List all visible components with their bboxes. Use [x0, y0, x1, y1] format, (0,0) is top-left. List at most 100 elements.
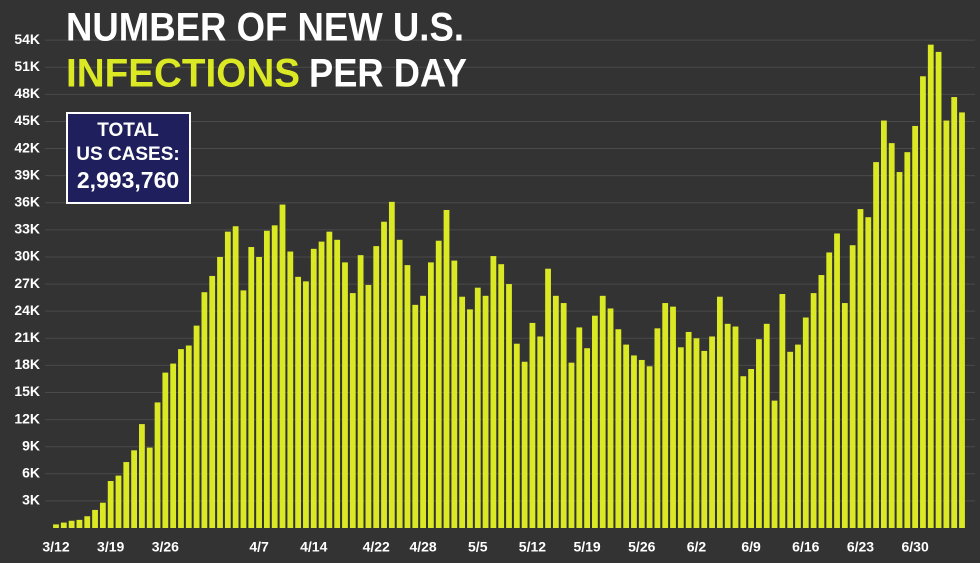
labels: 3K 6K 9K 12K 15K 18K 21K 24K 27K 30K 33K 36K 39K 42K 4…: [14, 31, 929, 555]
y-tick-label: 48K: [14, 85, 40, 101]
y-tick-label: 42K: [14, 139, 40, 155]
bar: [802, 317, 809, 528]
bar: [498, 264, 505, 528]
chart-title-highlight: INFECTIONS: [66, 52, 300, 96]
bar: [170, 363, 177, 528]
x-tick-label: 6/2: [687, 539, 707, 555]
y-tick-label: 30K: [14, 248, 40, 264]
bar: [357, 255, 364, 528]
y-tick-label: 12K: [14, 410, 40, 426]
bar: [381, 221, 387, 529]
y-tick-label: 18K: [14, 356, 40, 372]
bar: [420, 295, 426, 528]
bar: [670, 306, 676, 528]
bar: [232, 226, 239, 528]
bar: [716, 296, 723, 528]
y-tick-label: 24K: [14, 302, 40, 318]
bar: [904, 152, 911, 528]
chart-title: PER DAY: [309, 52, 467, 96]
bar: [310, 248, 317, 529]
bar: [826, 252, 833, 528]
bar: [849, 245, 856, 528]
bar: [279, 204, 286, 528]
bar: [303, 281, 309, 528]
annotation-value: 2,993,760: [77, 167, 179, 193]
bar: [880, 120, 887, 528]
y-tick-label: 51K: [14, 58, 40, 74]
bar: [178, 349, 184, 528]
bar: [615, 329, 622, 528]
bar: [139, 424, 145, 528]
bar: [490, 256, 497, 528]
bar: [248, 247, 255, 528]
bar: [732, 326, 739, 528]
bar: [443, 209, 450, 528]
bar: [115, 475, 122, 528]
bar: [795, 344, 801, 528]
bar: [607, 308, 614, 528]
annotation-box: [66, 112, 191, 204]
bar: [623, 344, 630, 528]
bar: [217, 256, 223, 528]
bar: [865, 217, 872, 528]
bar: [53, 524, 59, 528]
annotation: TOTAL: [97, 120, 159, 141]
bar: [342, 262, 348, 528]
x-tick-label: 5/26: [628, 539, 655, 555]
bar: [154, 402, 161, 528]
bar: [412, 304, 419, 528]
y-tick-label: 27K: [14, 275, 40, 291]
bar: [677, 347, 684, 528]
x-tick-label: 3/19: [97, 539, 124, 555]
y-tick-label: 39K: [14, 166, 40, 182]
bar: [896, 172, 903, 528]
x-tick-label: 4/14: [300, 539, 327, 555]
bar: [506, 284, 512, 528]
y-tick-label: 33K: [14, 221, 40, 237]
bar: [209, 275, 216, 528]
bar: [779, 294, 786, 528]
y-tick-label: 45K: [14, 112, 40, 128]
x-tick-label: 4/7: [249, 539, 269, 555]
x-tick-label: 5/12: [519, 539, 546, 555]
x-tick-label: 6/23: [847, 539, 874, 555]
bar: [654, 328, 661, 528]
bar: [599, 295, 606, 528]
bar: [318, 241, 325, 528]
bar: [99, 502, 106, 528]
y-tick-label: 9K: [22, 437, 40, 453]
x-tick-label: 6/9: [741, 539, 761, 555]
bar: [662, 303, 669, 528]
bar: [92, 509, 98, 528]
bar: [701, 350, 708, 528]
bar: [584, 348, 591, 528]
bar: [349, 293, 356, 528]
bar: [287, 251, 294, 528]
bar: [756, 339, 762, 528]
bar: [818, 275, 825, 528]
grid: [45, 39, 975, 502]
x-tick-label: 3/12: [42, 539, 69, 555]
y-tick-label: 54K: [14, 31, 40, 47]
bar: [326, 231, 333, 529]
bar: [334, 239, 341, 529]
chart-title: NUMBER OF NEW U.S.: [66, 6, 464, 50]
bar: [185, 345, 192, 528]
x-tick-label: 5/5: [468, 539, 488, 555]
bar: [841, 303, 848, 528]
bar: [107, 481, 114, 528]
bar: [943, 120, 950, 528]
bar: [404, 265, 411, 528]
bar: [271, 225, 278, 528]
bar: [927, 44, 934, 528]
x-tick-label: 3/26: [152, 539, 179, 555]
bar: [76, 519, 83, 528]
bar: [513, 343, 520, 528]
bar: [427, 262, 434, 528]
bar: [740, 376, 747, 528]
bar: [162, 372, 169, 528]
bar: [693, 338, 700, 528]
bar: [552, 295, 559, 528]
bar: [834, 233, 840, 528]
